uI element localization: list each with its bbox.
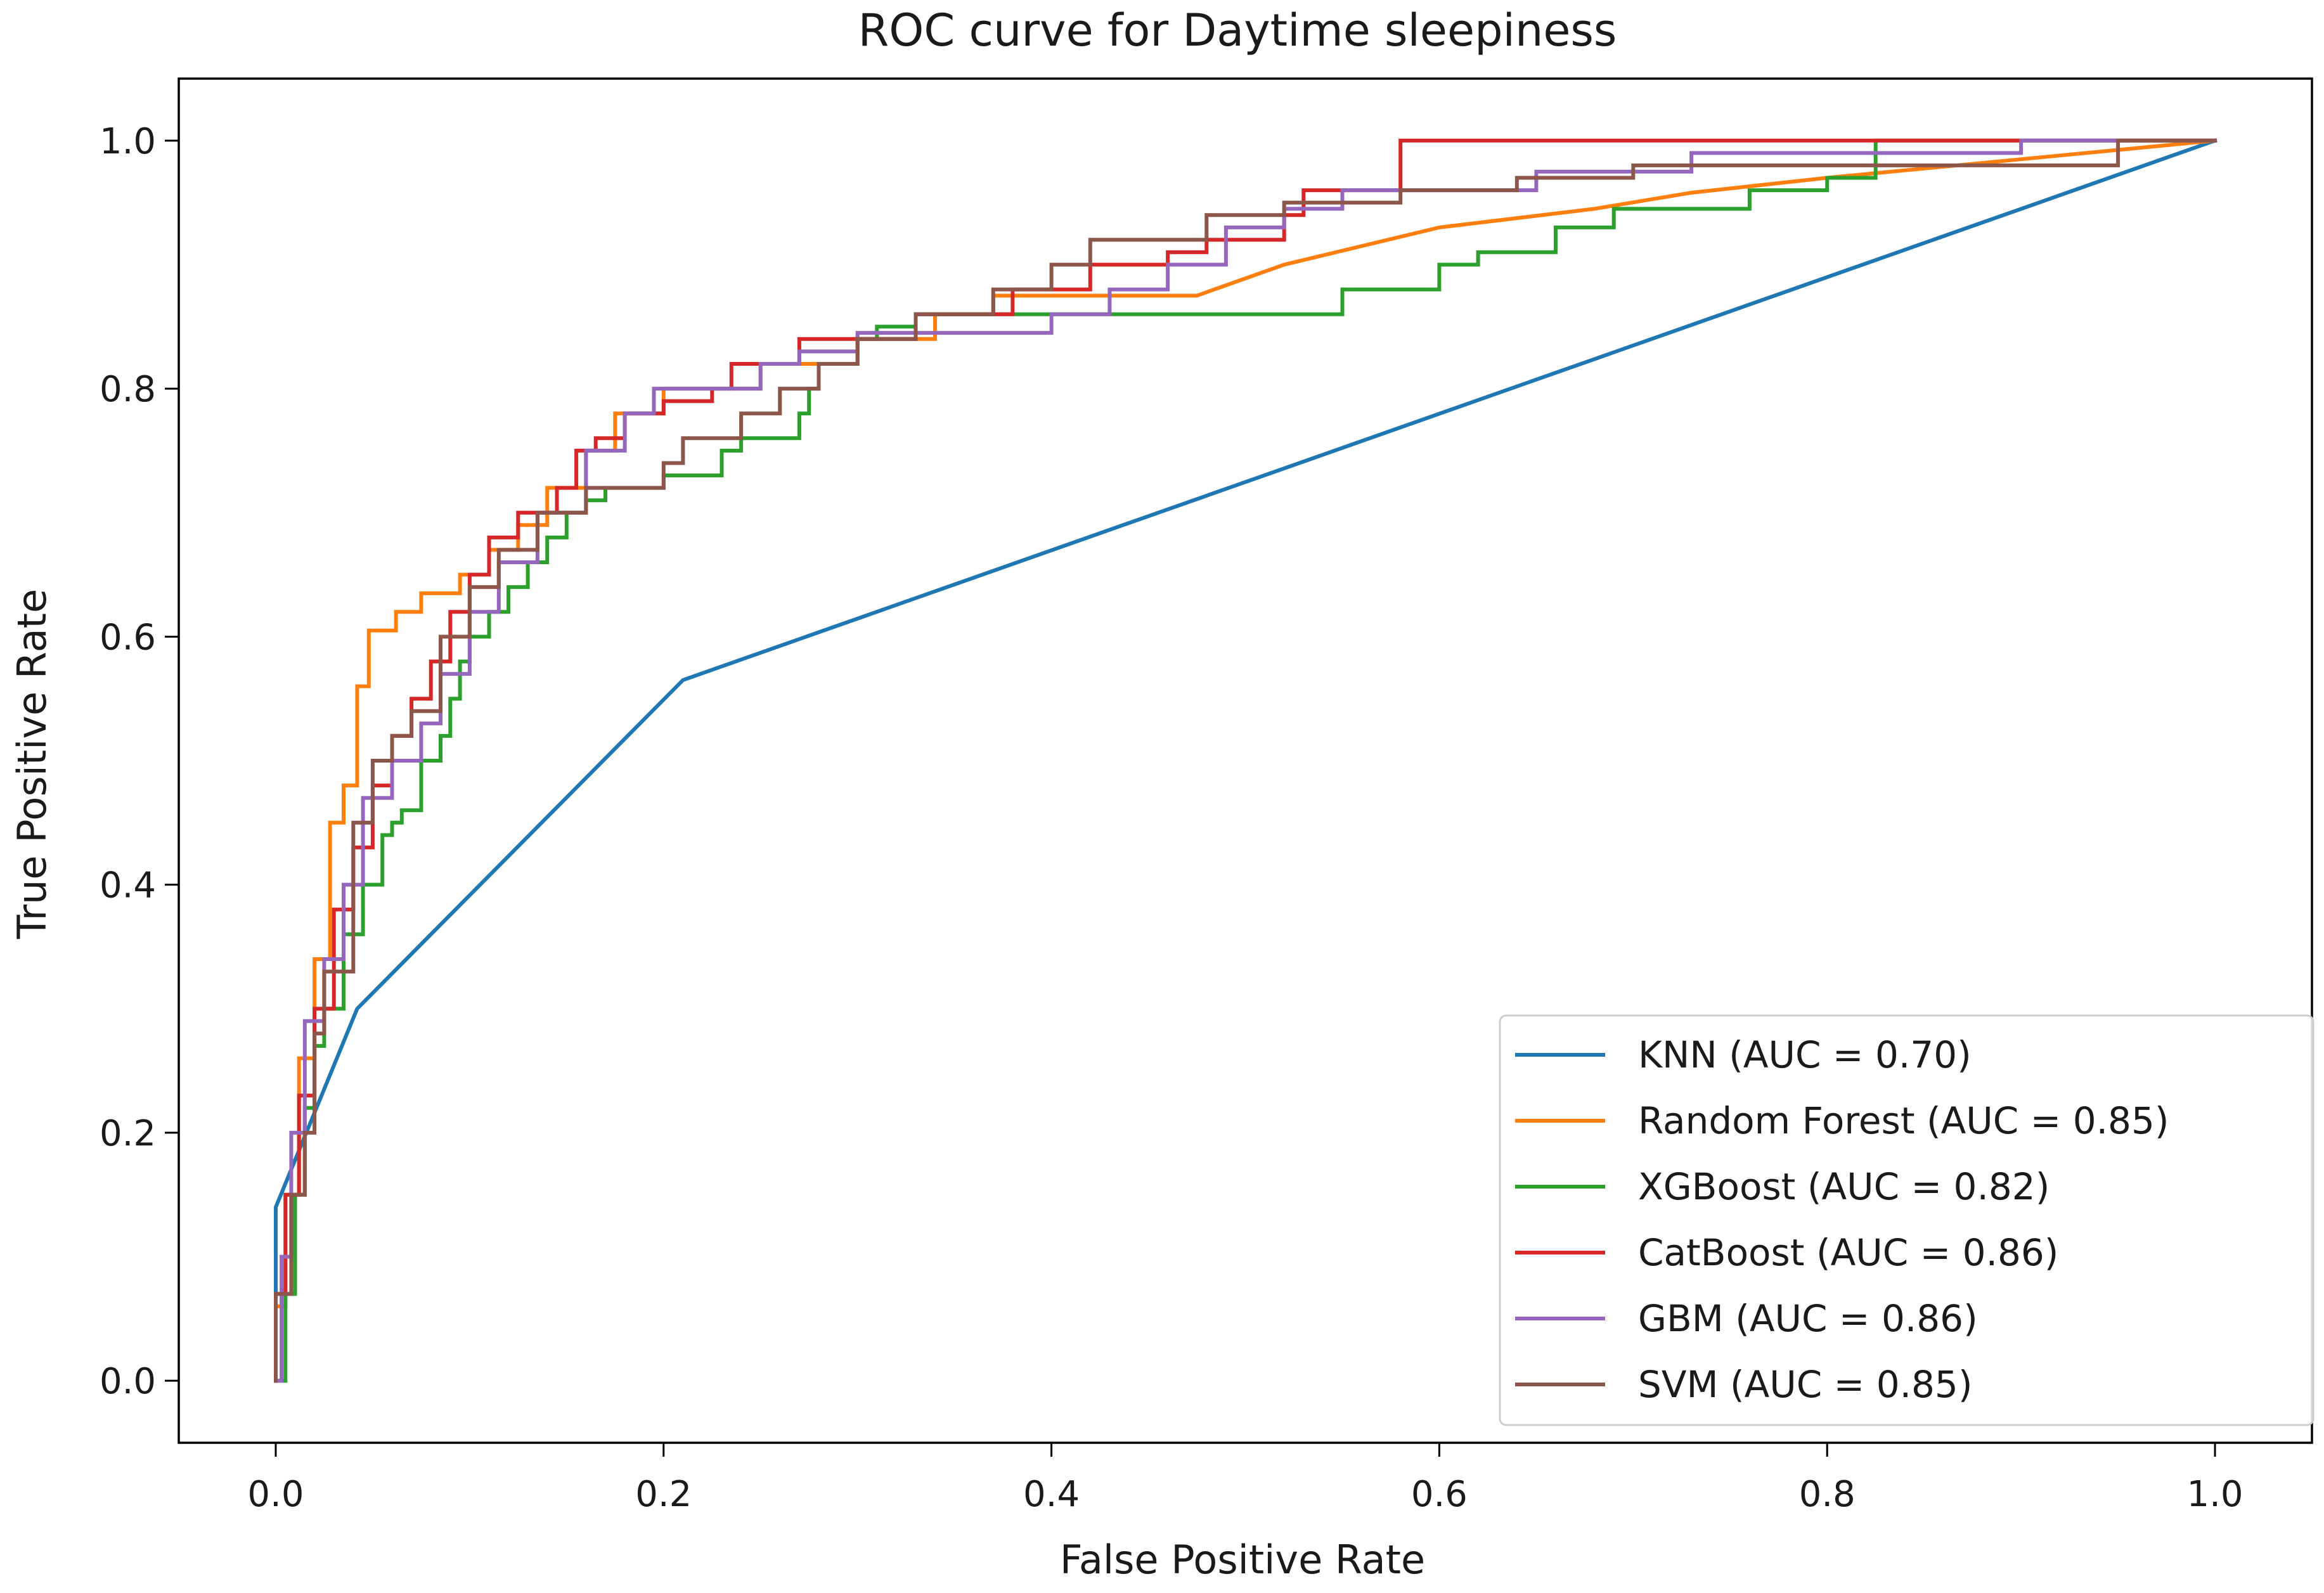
legend: KNN (AUC = 0.70) Random Forest (AUC = 0.8…	[1499, 1014, 2314, 1426]
y-tick-label: 0.2	[100, 1113, 156, 1154]
y-tick-label: 0.6	[100, 617, 156, 658]
y-tick-label: 1.0	[100, 121, 156, 162]
chart-title: ROC curve for Daytime sleepiness	[858, 4, 1617, 56]
series-line-knn	[274, 138, 2217, 1383]
legend-label-gbm: GBM (AUC = 0.86)	[1638, 1297, 1978, 1340]
series-lines	[274, 138, 2217, 1383]
legend-label-catboost: CatBoost (AUC = 0.86)	[1638, 1231, 2058, 1274]
legend-label-random-forest: Random Forest (AUC = 0.85)	[1638, 1099, 2169, 1142]
legend-label-xgboost: XGBoost (AUC = 0.82)	[1638, 1165, 2050, 1208]
axis-ticks: 0.0 0.2 0.4 0.6 0.8 1.0 0.0 0.2 0.4 0.6 0.8 1.0	[100, 121, 2243, 1515]
y-tick-label: 0.8	[100, 369, 156, 410]
x-tick-label: 0.4	[1023, 1474, 1080, 1515]
legend-label-svm: SVM (AUC = 0.85)	[1638, 1363, 1972, 1406]
x-tick-label: 0.2	[635, 1474, 692, 1515]
x-tick-label: 0.6	[1411, 1474, 1468, 1515]
y-axis-label: True Positive Rate	[9, 589, 55, 939]
x-tick-label: 0.8	[1799, 1474, 1856, 1515]
plot-area-frame	[178, 77, 2313, 1444]
series-line-svm	[274, 138, 2217, 1383]
legend-box	[1499, 1014, 2314, 1426]
legend-label-knn: KNN (AUC = 0.70)	[1638, 1033, 1972, 1076]
y-tick-label: 0.4	[100, 865, 156, 906]
y-tick-label: 0.0	[100, 1361, 156, 1402]
x-tick-label: 1.0	[2187, 1474, 2243, 1515]
x-axis-label: False Positive Rate	[1060, 1537, 1425, 1583]
series-line-xgboost	[274, 138, 2217, 1383]
x-tick-label: 0.0	[247, 1474, 304, 1515]
